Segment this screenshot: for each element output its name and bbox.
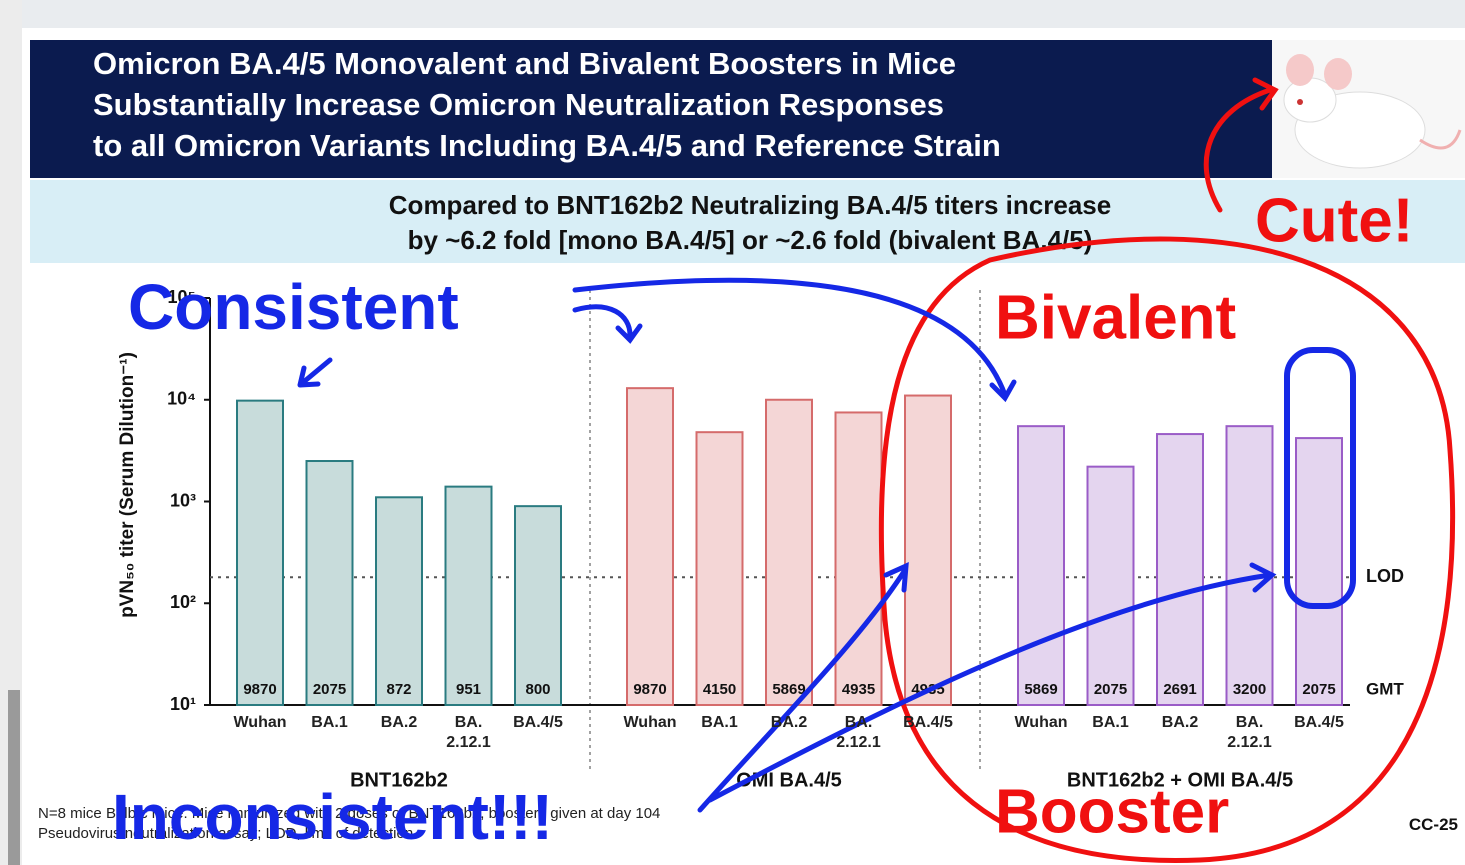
lod-label: LOD [1366,566,1404,586]
bar [446,487,492,705]
gmt-value: 3200 [1233,681,1266,698]
annotation: Cute! [1255,186,1413,255]
y-tick-label: 10⁴ [167,389,196,409]
y-tick-label: 10³ [170,490,196,510]
bar [627,388,673,705]
x-tick-label: Wuhan [1010,713,1072,733]
x-tick-label: Wuhan [619,713,681,733]
title-line: Substantially Increase Omicron Neutraliz… [93,87,944,122]
x-tick-label: BA.2 [1149,713,1211,733]
bar [1296,438,1342,705]
bar [237,401,283,705]
bar [766,400,812,705]
y-tick-label: 10² [170,592,196,612]
bar [376,497,422,705]
bar [1227,426,1273,705]
gmt-value: 4935 [842,681,875,698]
title-line: to all Omicron Variants Including BA.4/5… [93,128,1001,163]
bar [1018,426,1064,705]
subtitle-line: Compared to BNT162b2 Neutralizing BA.4/5… [389,190,1111,220]
bar [836,412,882,705]
title-line: Omicron BA.4/5 Monovalent and Bivalent B… [93,46,956,81]
x-tick-label: BA.1 [299,713,361,733]
x-tick-label: BA.2 [758,713,820,733]
gmt-label: GMT [1366,679,1404,698]
x-tick-label: BA. 2.12.1 [438,713,500,753]
x-tick-label: BA.2 [368,713,430,733]
y-axis-label: pVN₅₀ titer (Serum Dilution⁻¹) [117,352,138,618]
top-bar [0,0,1465,28]
x-tick-label: BA. 2.12.1 [1219,713,1281,753]
bar [905,396,951,705]
scroll-strip [8,690,20,865]
bar [697,432,743,705]
bar [1088,467,1134,705]
bar [307,461,353,705]
gmt-value: 9870 [633,681,666,698]
annotation: Booster [995,777,1229,846]
gmt-value: 872 [386,681,411,698]
gmt-value: 4150 [703,681,736,698]
x-tick-label: Wuhan [229,713,291,733]
slide-number: CC-25 [1409,815,1458,834]
gmt-value: 2691 [1163,681,1196,698]
subtitle-line: by ~6.2 fold [mono BA.4/5] or ~2.6 fold … [408,225,1093,255]
annotation: Consistent [128,271,459,343]
x-tick-label: BA. 2.12.1 [828,713,890,753]
gmt-value: 2075 [313,681,346,698]
gmt-value: 5869 [1024,681,1057,698]
x-tick-label: BA.1 [689,713,751,733]
gmt-value: 9870 [243,681,276,698]
bar [1157,434,1203,705]
annotation: Bivalent [995,283,1236,352]
mouse-image [1272,40,1465,178]
x-tick-label: BA.4/5 [1288,713,1350,733]
gmt-value: 800 [525,681,550,698]
bar [515,506,561,705]
x-tick-label: BA.4/5 [507,713,569,733]
x-tick-label: BA.4/5 [897,713,959,733]
gmt-value: 2075 [1094,681,1127,698]
x-tick-label: BA.1 [1080,713,1142,733]
page: Omicron BA.4/5 Monovalent and Bivalent B… [0,0,1465,865]
gmt-value: 951 [456,681,481,698]
gmt-value: 2075 [1302,681,1335,698]
y-tick-label: 10¹ [170,694,196,714]
annotation: Inconsistent!!! [112,781,553,853]
